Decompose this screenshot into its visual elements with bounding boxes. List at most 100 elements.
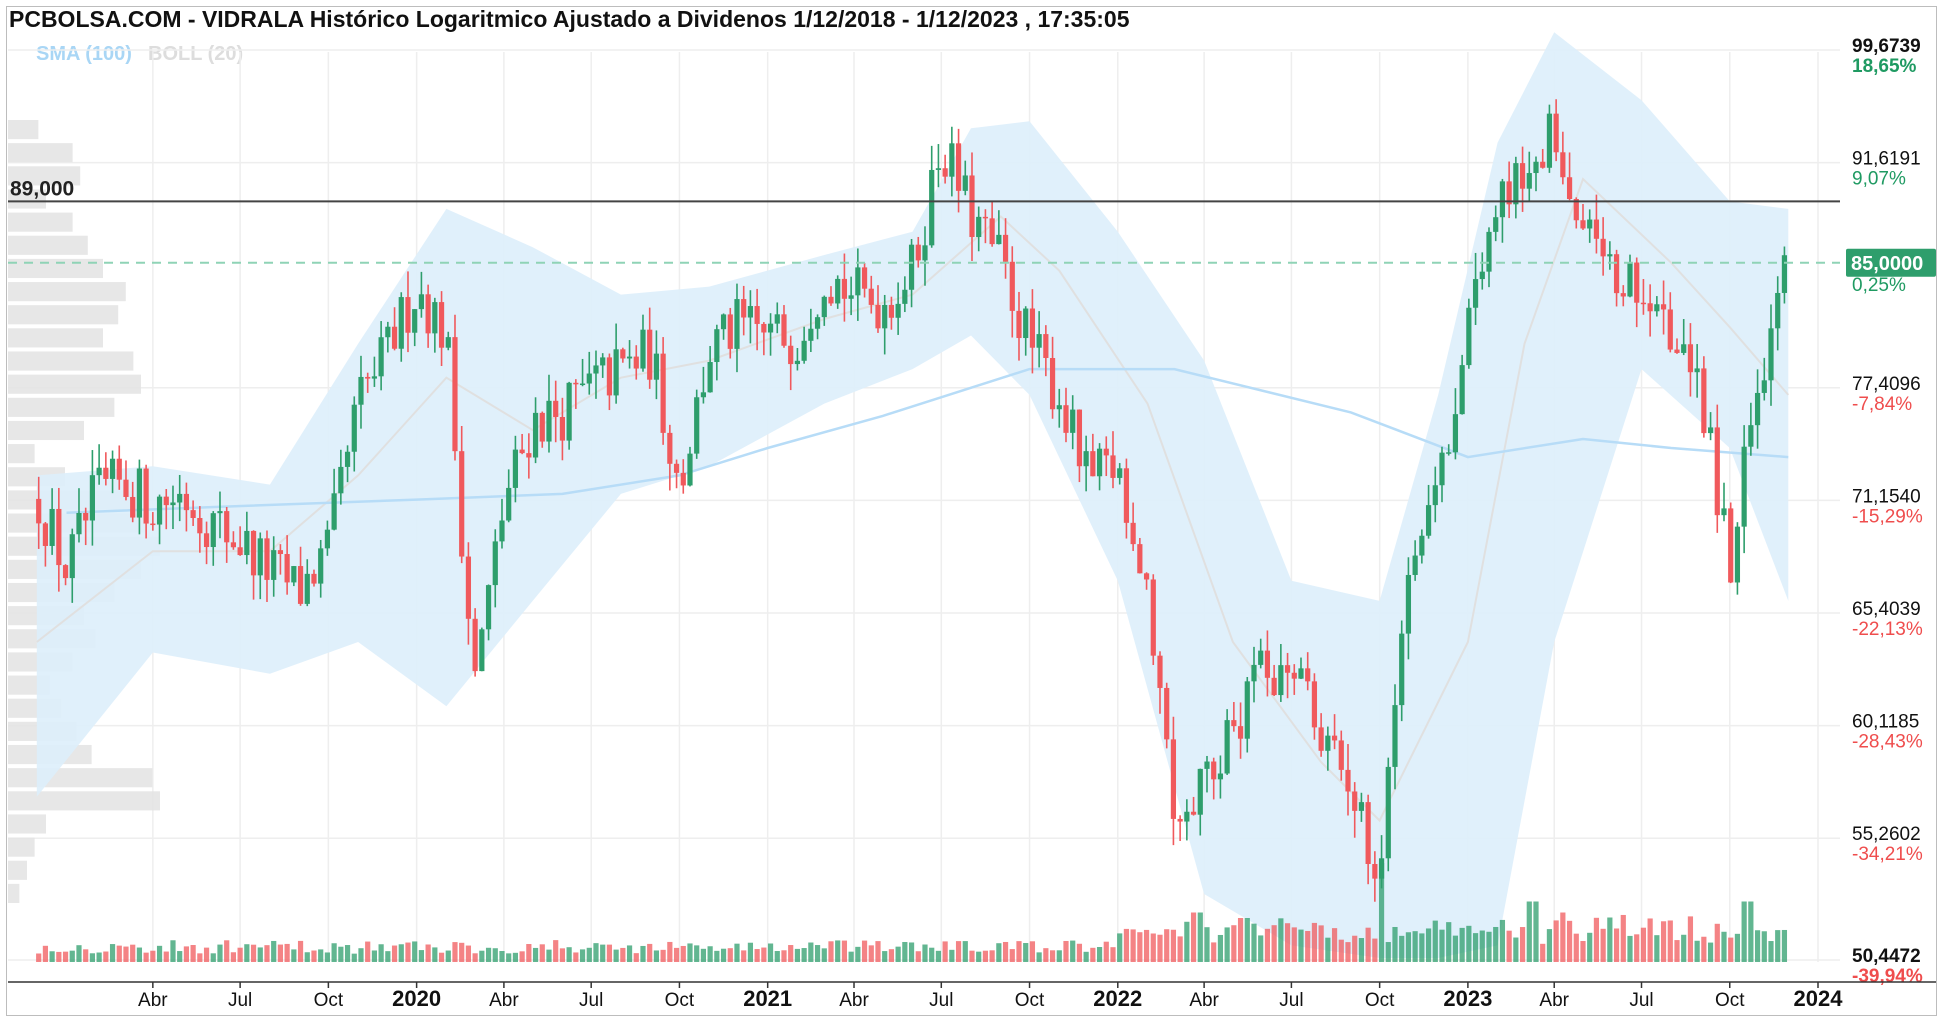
volume-bar [1634, 934, 1640, 962]
volume-bar [1587, 932, 1593, 962]
candle-up [1466, 307, 1472, 366]
volume-bar [700, 948, 707, 962]
volume-bar [714, 950, 720, 962]
candle-up [1217, 773, 1224, 780]
candle-down [459, 451, 465, 557]
candle-down [391, 326, 398, 349]
candle-up [902, 289, 908, 304]
volume-bar [1331, 928, 1338, 962]
volume-bar [465, 945, 472, 962]
candle-up [506, 487, 512, 521]
x-tick-label: Jul [1629, 990, 1653, 1011]
candle-up [49, 508, 55, 546]
volume-bar [89, 953, 96, 962]
candle-down [1311, 681, 1318, 728]
candle-up [156, 496, 163, 525]
volume-profile-bar [8, 397, 115, 417]
volume-profile-bar [8, 305, 119, 325]
volume-bar [1667, 920, 1673, 962]
candle-up [69, 534, 75, 579]
candle-down [680, 472, 686, 486]
price-level-label: 99,6739 [1852, 36, 1921, 57]
legend-boll[interactable]: BOLL (20) [148, 43, 243, 65]
volume-profile-bar [8, 837, 35, 857]
candle-down [1352, 791, 1358, 811]
candle-up [371, 376, 378, 379]
candle-down [365, 376, 371, 379]
candle-up [1023, 308, 1029, 339]
candle-up [76, 512, 82, 535]
candle-up [1432, 485, 1438, 506]
volume-bar [1640, 927, 1647, 962]
candle-up [1412, 555, 1418, 575]
candle-up [1694, 368, 1700, 373]
volume-profile-bar [8, 860, 27, 880]
candle-up [318, 548, 324, 584]
volume-bar [1378, 863, 1385, 962]
candle-up [882, 304, 888, 329]
candle-up [1587, 219, 1593, 229]
volume-profile-bar [8, 351, 134, 371]
volume-bar [438, 952, 445, 962]
candle-down [143, 468, 149, 524]
candle-up [1761, 380, 1767, 393]
volume-bar [1385, 942, 1391, 962]
volume-bar [1728, 937, 1734, 962]
volume-bar [1479, 930, 1485, 962]
candle-up [1056, 405, 1062, 410]
volume-bar [1264, 928, 1271, 962]
volume-profile-bar [8, 328, 103, 348]
candle-down [1338, 740, 1344, 770]
candle-up [640, 329, 646, 369]
candle-up [546, 400, 552, 442]
volume-profile-bar [8, 420, 84, 441]
candle-down [1674, 349, 1680, 353]
candle-up [479, 629, 485, 672]
price-level-pct: -28,43% [1852, 732, 1923, 753]
candle-up [814, 317, 821, 329]
candle-up [1707, 427, 1714, 434]
volume-bar [1002, 941, 1009, 962]
volume-bar [1096, 947, 1103, 962]
candle-up [1493, 217, 1499, 232]
volume-bar [311, 950, 317, 962]
volume-bar [1157, 934, 1163, 962]
sma-100-line [66, 367, 1789, 515]
candle-up [1298, 668, 1304, 679]
volume-bar [331, 943, 337, 962]
candle-down [1318, 727, 1324, 751]
x-tick-label: Abr [489, 990, 519, 1011]
candle-down [224, 511, 230, 543]
volume-bars [36, 863, 1788, 962]
candle-up [378, 337, 384, 377]
volume-bar [1412, 931, 1418, 962]
volume-bar [492, 948, 498, 962]
candle-up [358, 376, 364, 405]
candle-up [217, 511, 223, 514]
candle-up [801, 340, 807, 361]
candle-up [1472, 279, 1479, 308]
candle-down [465, 556, 472, 619]
volume-bar [1580, 941, 1586, 962]
price-level-pct: -15,29% [1852, 506, 1923, 527]
candle-down [1157, 655, 1163, 688]
x-tick-label: Oct [1015, 990, 1045, 1011]
volume-bar [1063, 940, 1069, 962]
candle-up [700, 392, 707, 398]
volume-bar [499, 950, 505, 962]
volume-bar [1647, 918, 1653, 962]
candle-down [452, 337, 458, 452]
candle-down [116, 458, 122, 480]
volume-bar [1452, 935, 1459, 962]
legend-sma[interactable]: SMA (100) [36, 43, 132, 65]
candle-down [1190, 811, 1197, 815]
candle-down [62, 565, 69, 579]
candle-up [331, 493, 337, 530]
candle-down [1164, 687, 1170, 740]
volume-bar [667, 941, 673, 962]
volume-bar [1164, 929, 1170, 962]
volume-bar [908, 942, 915, 962]
volume-bar [123, 946, 129, 962]
